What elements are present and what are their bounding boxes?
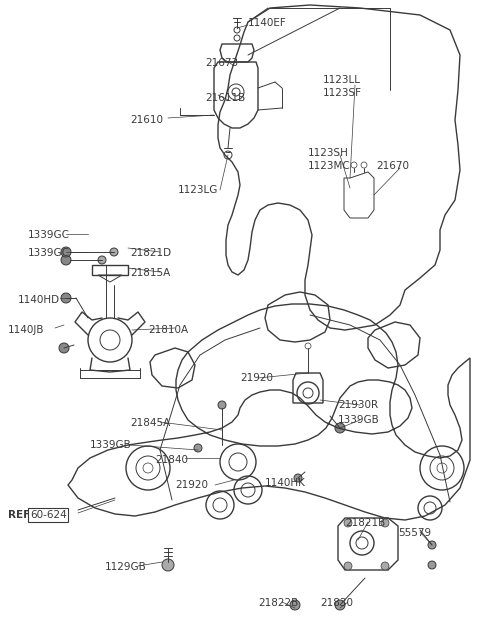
Text: 1140EF: 1140EF bbox=[248, 18, 287, 28]
Circle shape bbox=[61, 247, 71, 257]
Circle shape bbox=[61, 255, 71, 265]
Circle shape bbox=[290, 600, 300, 610]
Text: 1339GB: 1339GB bbox=[90, 440, 132, 450]
Circle shape bbox=[335, 600, 345, 610]
Circle shape bbox=[294, 474, 302, 482]
Text: 21821D: 21821D bbox=[130, 248, 171, 258]
Text: 1339GC: 1339GC bbox=[28, 230, 70, 240]
Text: 21920: 21920 bbox=[240, 373, 273, 383]
Circle shape bbox=[381, 562, 389, 570]
Text: 21822B: 21822B bbox=[258, 598, 298, 608]
Text: 21821B: 21821B bbox=[345, 518, 385, 528]
Text: REF.: REF. bbox=[8, 510, 33, 520]
Text: 1123MC: 1123MC bbox=[308, 161, 351, 171]
Circle shape bbox=[218, 401, 226, 409]
Text: 1123LG: 1123LG bbox=[178, 185, 218, 195]
Text: 21610: 21610 bbox=[130, 115, 163, 125]
Text: 21810A: 21810A bbox=[148, 325, 188, 335]
Circle shape bbox=[110, 248, 118, 256]
Text: 1140HK: 1140HK bbox=[265, 478, 306, 488]
Text: 1123SH: 1123SH bbox=[308, 148, 349, 158]
Text: 1123LL: 1123LL bbox=[323, 75, 361, 85]
Text: 21920: 21920 bbox=[175, 480, 208, 490]
Circle shape bbox=[59, 343, 69, 353]
Text: 21815A: 21815A bbox=[130, 268, 170, 278]
Text: 1129GB: 1129GB bbox=[105, 562, 147, 572]
Circle shape bbox=[335, 423, 345, 433]
Text: 21830: 21830 bbox=[320, 598, 353, 608]
Circle shape bbox=[194, 444, 202, 452]
Text: 1140HD: 1140HD bbox=[18, 295, 60, 305]
Text: 21845A: 21845A bbox=[130, 418, 170, 428]
Text: 60-624: 60-624 bbox=[30, 510, 67, 520]
Text: 55579: 55579 bbox=[398, 528, 431, 538]
Circle shape bbox=[428, 561, 436, 569]
Circle shape bbox=[381, 519, 389, 527]
Text: 21930R: 21930R bbox=[338, 400, 378, 410]
Text: 21670: 21670 bbox=[376, 161, 409, 171]
Circle shape bbox=[344, 562, 352, 570]
Text: 1339GB: 1339GB bbox=[338, 415, 380, 425]
Circle shape bbox=[344, 519, 352, 527]
Text: 1140JB: 1140JB bbox=[8, 325, 45, 335]
Circle shape bbox=[162, 559, 174, 571]
Text: 1339GC: 1339GC bbox=[28, 248, 70, 258]
Text: 21611B: 21611B bbox=[205, 93, 245, 103]
Circle shape bbox=[428, 541, 436, 549]
Text: 1123SF: 1123SF bbox=[323, 88, 362, 98]
Circle shape bbox=[61, 293, 71, 303]
Text: 21673: 21673 bbox=[205, 58, 238, 68]
Circle shape bbox=[98, 256, 106, 264]
Text: 21840: 21840 bbox=[155, 455, 188, 465]
